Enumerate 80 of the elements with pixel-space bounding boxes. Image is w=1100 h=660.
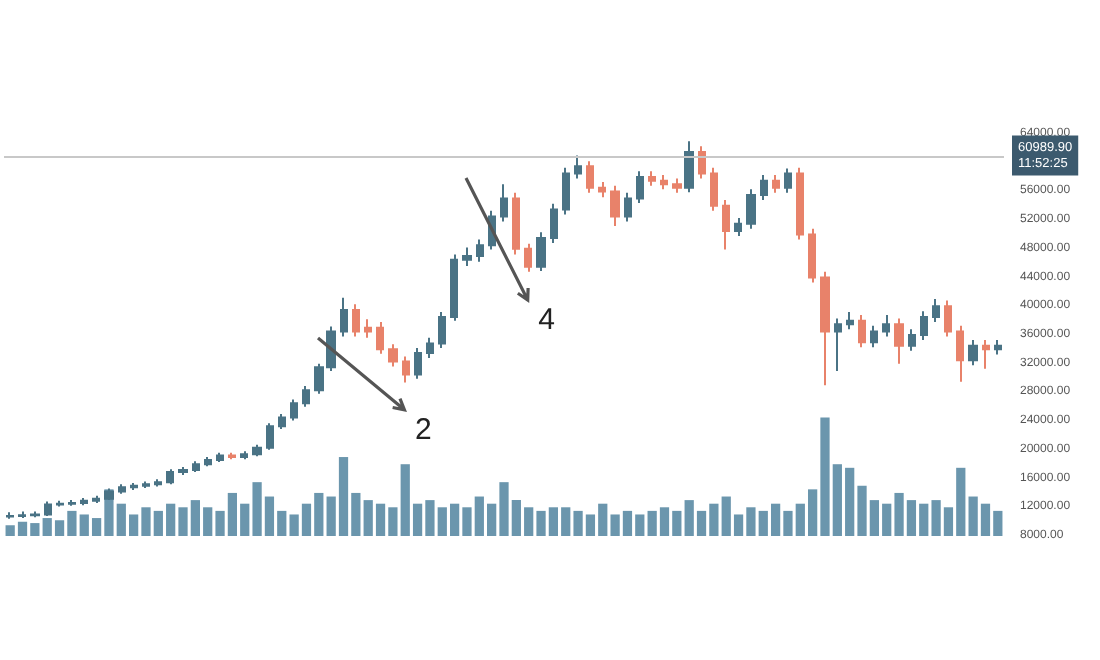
candlestick (574, 154, 582, 180)
candlestick (772, 173, 780, 194)
candlestick (154, 478, 162, 488)
candlestick (932, 298, 940, 324)
candlestick (550, 202, 558, 245)
candlestick (376, 321, 384, 355)
candlestick (476, 238, 484, 263)
candlestick (908, 328, 916, 352)
candlestick (994, 339, 1002, 356)
candlestick (166, 468, 174, 486)
candlestick (118, 483, 126, 495)
candlestick (660, 173, 668, 191)
candlestick (944, 299, 952, 338)
candlestick (388, 343, 398, 368)
candlestick (364, 318, 372, 339)
candlestick (266, 422, 274, 451)
candlestick (524, 242, 532, 273)
candlestick (340, 296, 348, 338)
candlestick (290, 398, 298, 422)
candlestick (438, 311, 446, 349)
candlestick (500, 183, 508, 223)
candlestick (130, 481, 138, 492)
candlestick (698, 145, 706, 180)
candlestick (562, 166, 570, 216)
candlestick (228, 451, 236, 461)
candlestick (968, 339, 978, 367)
candlestick (808, 227, 816, 284)
candlestick (858, 313, 866, 349)
candlestick (834, 317, 842, 372)
candlestick (302, 384, 310, 408)
candlestick (240, 450, 248, 461)
candlestick (586, 160, 594, 194)
candlestick (920, 310, 928, 342)
candlestick (624, 191, 632, 223)
candlestick (796, 166, 804, 241)
candlestick (882, 313, 890, 338)
candlestick (734, 216, 742, 237)
candlestick (610, 184, 620, 227)
candlestick (44, 500, 52, 517)
candlestick (746, 188, 756, 230)
candlestick (710, 166, 718, 212)
candlestick (252, 443, 262, 458)
candlestick (672, 177, 682, 194)
annotation: 4 (538, 302, 556, 337)
candlestick (684, 140, 694, 194)
candlestick (80, 496, 88, 507)
candlestick (142, 480, 150, 489)
candlestick (982, 339, 990, 370)
candlestick (30, 510, 40, 519)
candlestick (894, 317, 904, 365)
candlestick (56, 499, 64, 508)
candlestick (462, 246, 472, 268)
candlestick (178, 466, 188, 476)
candlestick (204, 456, 212, 468)
candlestick (278, 412, 286, 431)
candlestick (636, 170, 644, 204)
candlestick (820, 270, 830, 387)
candlestick (402, 355, 410, 384)
candlestick (352, 303, 360, 338)
candlestick (870, 324, 878, 349)
candlestick (92, 494, 100, 504)
candlestick (104, 487, 114, 502)
candlestick (760, 173, 768, 202)
candlestick (18, 510, 26, 520)
candlestick (68, 499, 76, 507)
candlestick (598, 181, 606, 199)
candlestick (6, 511, 14, 520)
candlestick (784, 167, 792, 194)
candlestick (648, 170, 656, 187)
candlestick (846, 311, 854, 331)
candlestick (536, 231, 546, 273)
candlestick (426, 336, 434, 359)
candlestick (192, 460, 200, 474)
candlestick (956, 324, 964, 383)
candlestick (450, 253, 458, 322)
candlestick (722, 199, 730, 251)
candlestick (216, 451, 224, 464)
candlestick (414, 346, 422, 380)
annotation: 2 (414, 413, 432, 448)
candlestick (512, 191, 520, 256)
